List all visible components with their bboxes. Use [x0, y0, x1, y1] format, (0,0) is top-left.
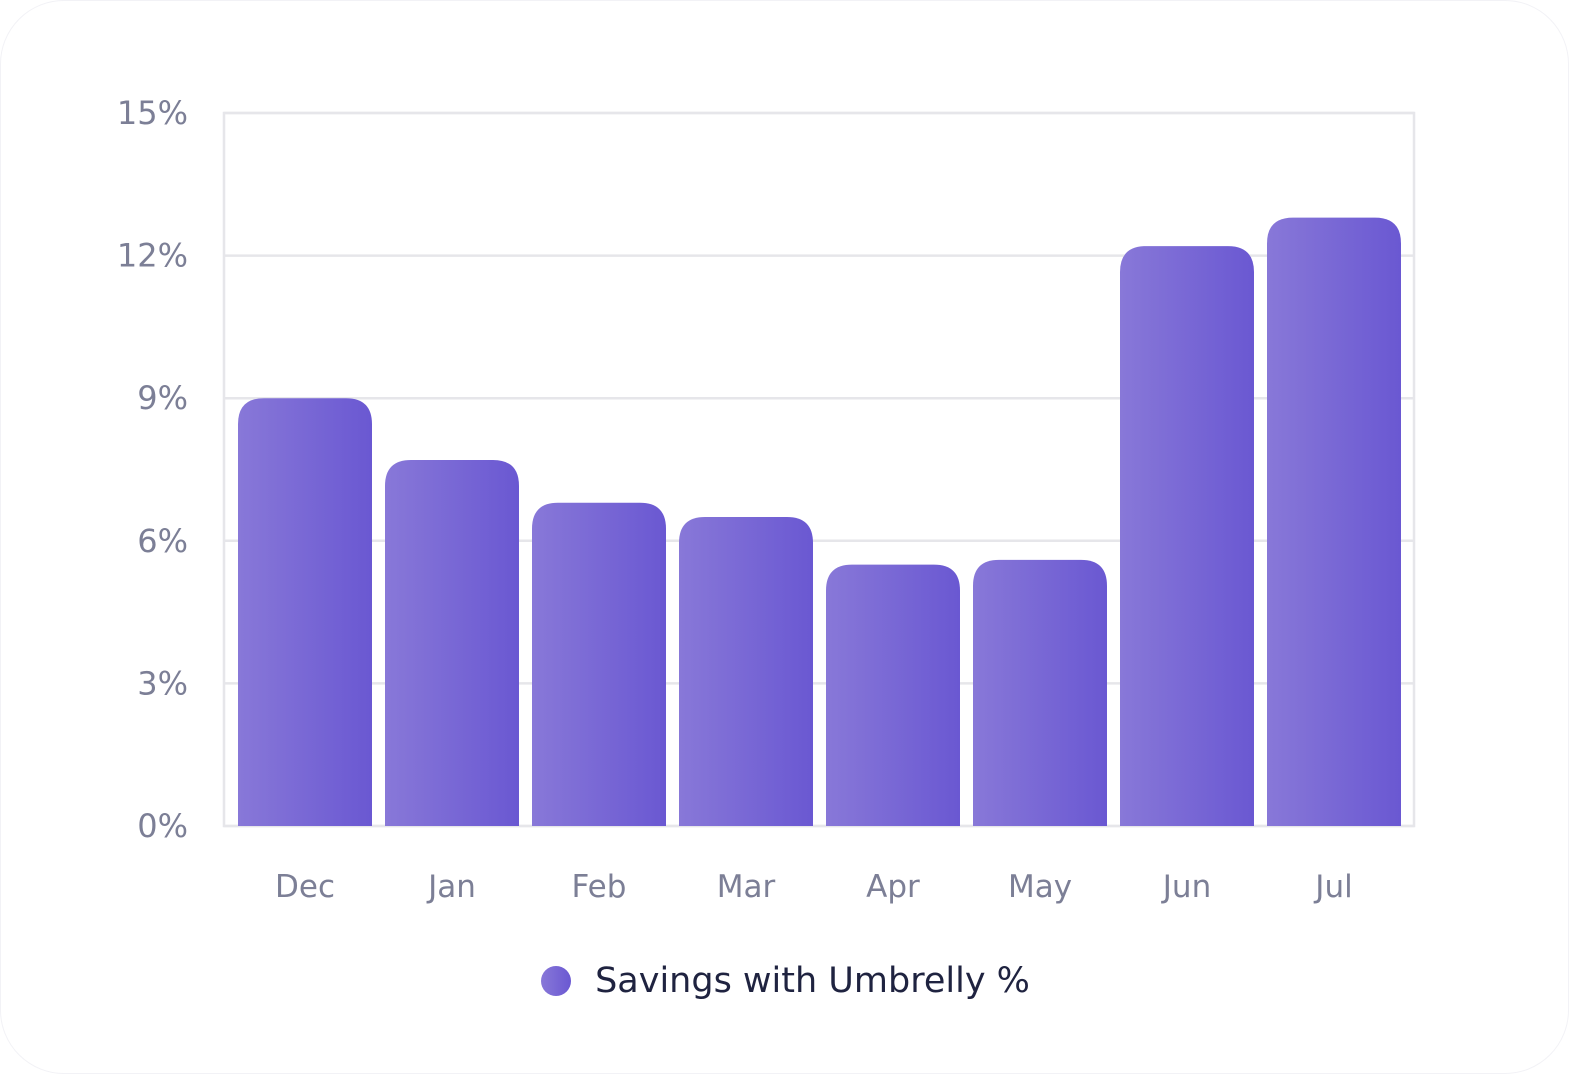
- x-tick-label: May: [1008, 869, 1072, 905]
- x-tick-label: Jun: [1161, 869, 1211, 905]
- y-axis: 0% 3% 6% 9% 12% 15%: [117, 94, 188, 845]
- y-tick-label: 15%: [117, 94, 188, 132]
- bar-jul: [1267, 217, 1401, 826]
- y-tick-label: 3%: [137, 664, 188, 702]
- x-tick-label: Feb: [572, 869, 627, 905]
- x-tick-label: Apr: [866, 869, 920, 905]
- legend-label: Savings with Umbrelly %: [595, 961, 1030, 1001]
- bars: [238, 217, 1401, 827]
- bar-feb: [532, 502, 666, 826]
- x-tick-label: Jan: [426, 869, 476, 905]
- bar-may: [973, 559, 1107, 826]
- bar-jun: [1120, 246, 1254, 827]
- legend: Savings with Umbrelly %: [1, 956, 1569, 1006]
- bar-apr: [826, 564, 960, 826]
- bar-dec: [238, 398, 372, 826]
- y-tick-label: 6%: [137, 522, 188, 560]
- y-tick-label: 9%: [137, 379, 188, 417]
- x-axis: Dec Jan Feb Mar Apr May Jun Jul: [275, 869, 1353, 905]
- legend-swatch: [541, 966, 572, 996]
- y-tick-label: 0%: [137, 807, 188, 845]
- x-tick-label: Jul: [1313, 869, 1352, 905]
- x-tick-label: Mar: [717, 869, 776, 905]
- y-tick-label: 12%: [117, 237, 188, 275]
- bar-mar: [679, 517, 813, 826]
- bar-jan: [385, 459, 519, 826]
- x-tick-label: Dec: [275, 869, 335, 905]
